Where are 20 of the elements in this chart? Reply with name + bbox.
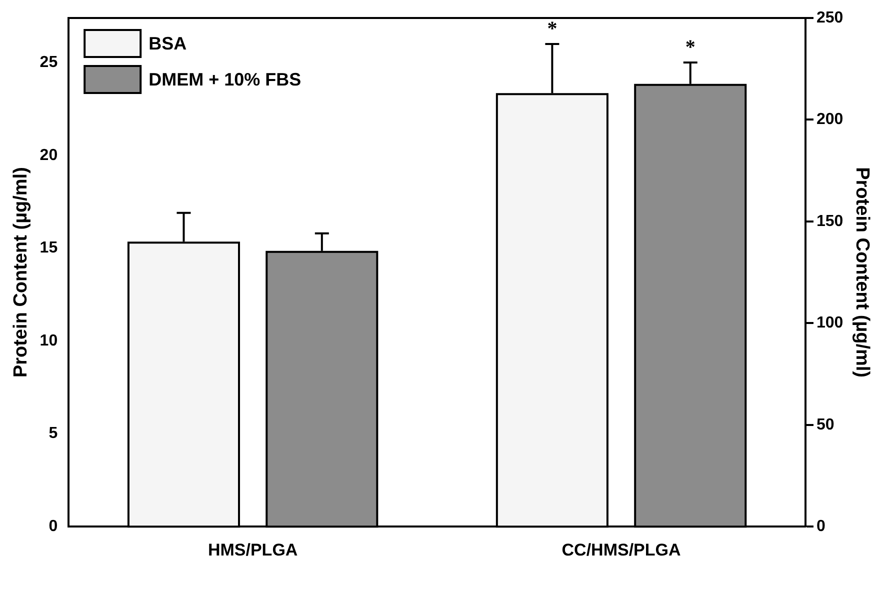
y2-tick-label: 0: [816, 518, 826, 536]
y-tick-label: 0: [48, 518, 58, 536]
y-tick-label: 5: [48, 425, 58, 442]
y-axis-title: Protein Content (µg/ml): [10, 167, 32, 378]
annotation: *: [547, 18, 558, 40]
y-tick-label: 10: [40, 332, 58, 350]
y2-axis-title: Protein Content (µg/ml): [851, 167, 872, 378]
y-tick-label: 15: [40, 240, 58, 257]
annotation: *: [685, 36, 696, 59]
y-tick-label: 20: [40, 146, 58, 164]
x-tick-label: HMS/PLGA: [208, 540, 298, 560]
y-tick-label: 25: [40, 54, 58, 71]
y2-tick-label: 250: [816, 9, 844, 26]
y2-tick-label: 50: [816, 416, 834, 434]
y2-tick-label: 200: [816, 111, 844, 128]
y2-tick-label: 100: [816, 314, 844, 332]
x-tick-label: CC/HMS/PLGA: [562, 540, 681, 560]
legend-label: DMEM + 10% FBS: [148, 69, 302, 90]
legend-label: BSA: [148, 33, 187, 54]
y2-tick-label: 150: [816, 212, 844, 230]
